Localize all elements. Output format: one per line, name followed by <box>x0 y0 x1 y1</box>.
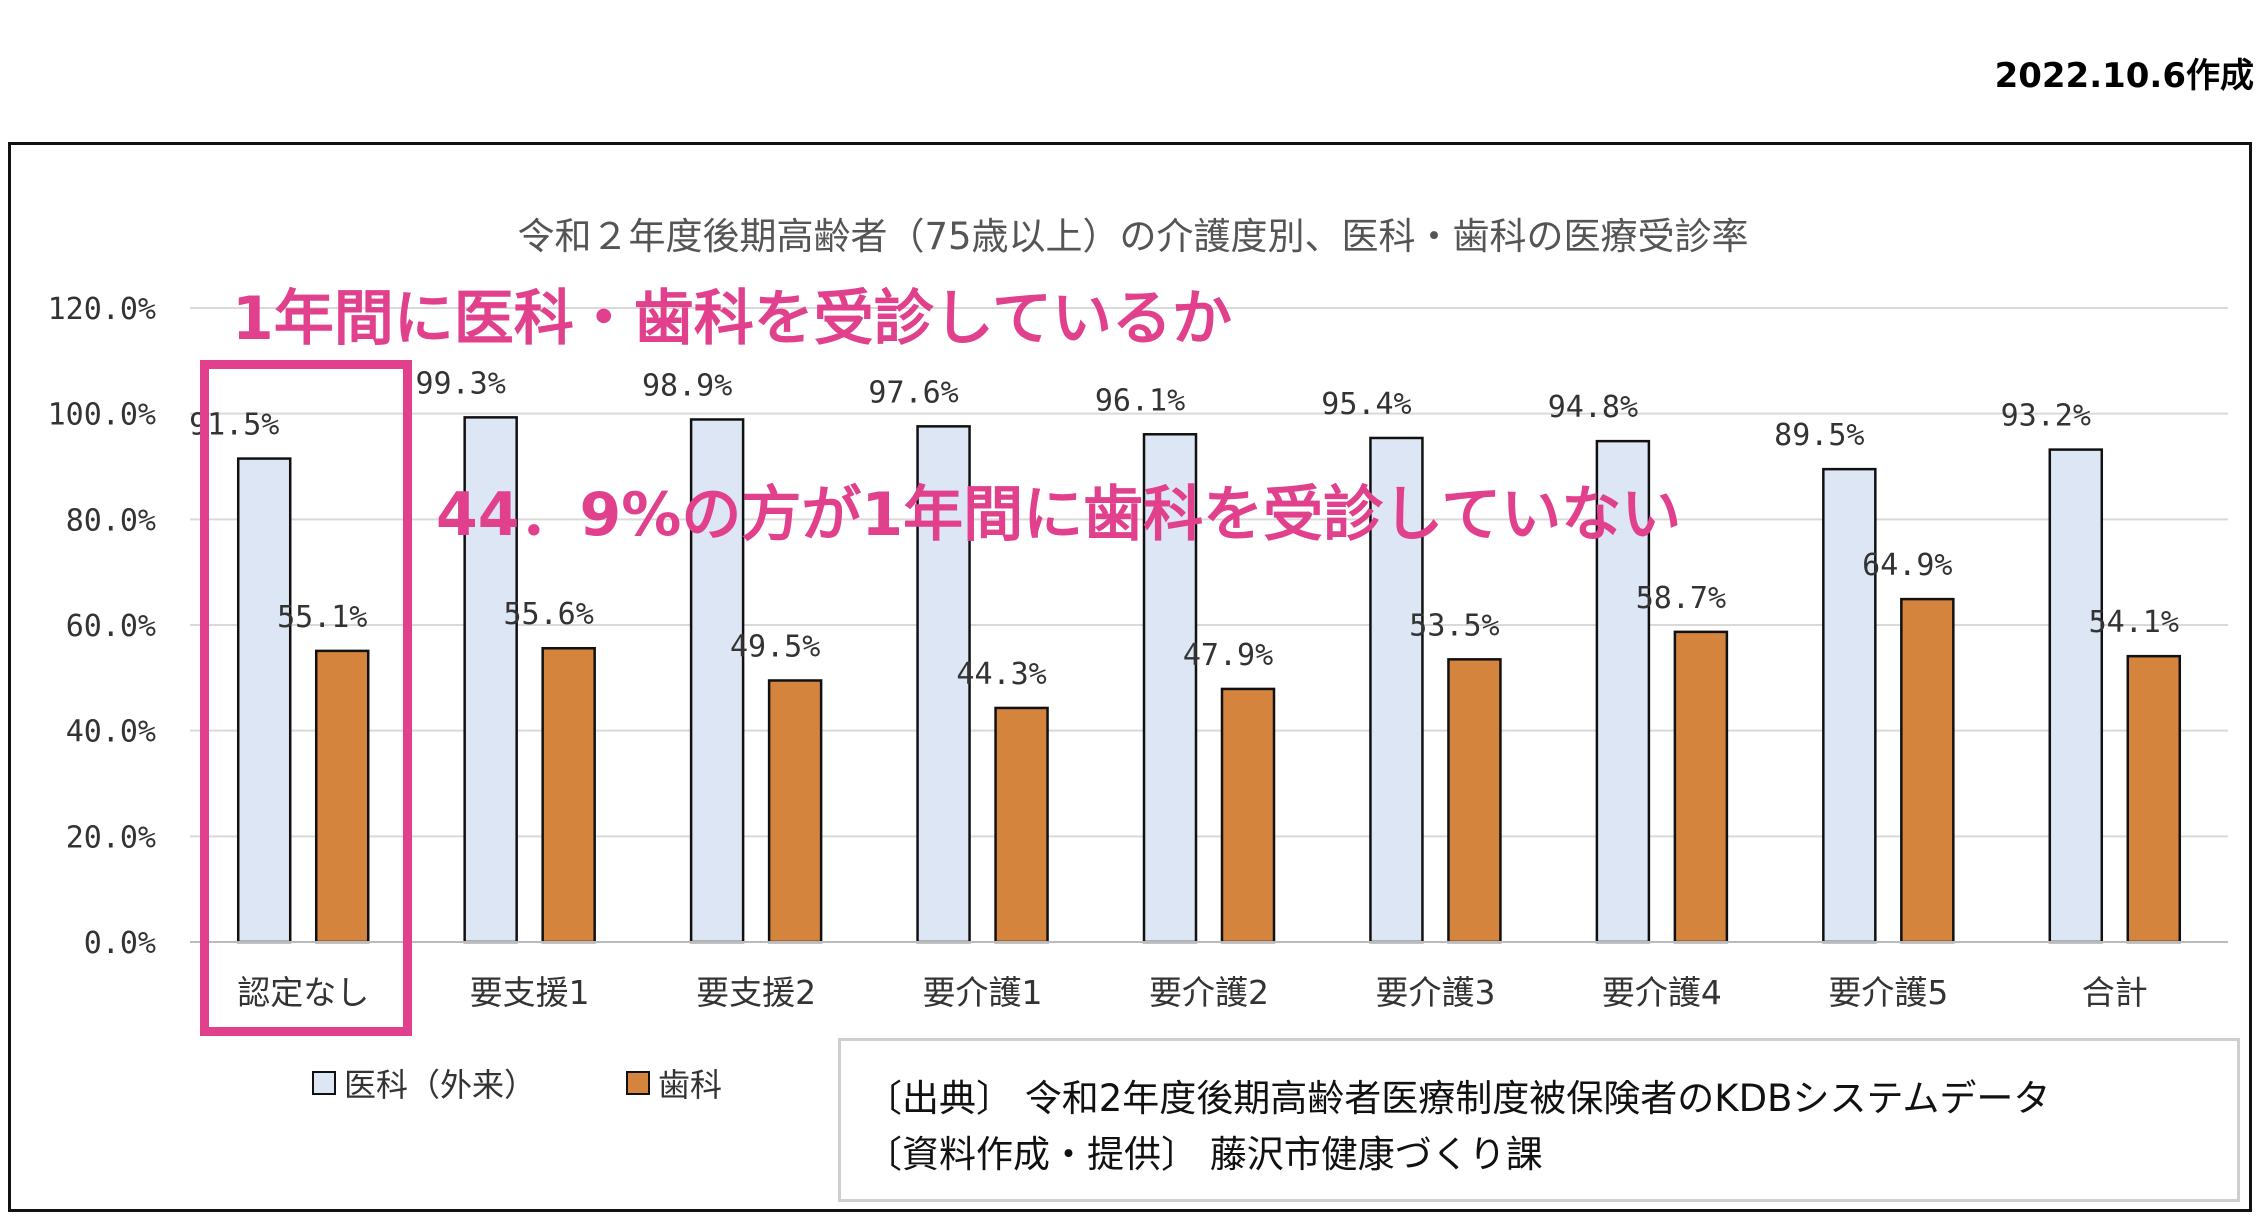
bar-dental <box>541 646 596 944</box>
y-tick-label: 40.0% <box>66 715 156 750</box>
legend-item-medical: 医科（外来） <box>312 1060 536 1106</box>
bar-medical <box>1369 436 1424 944</box>
x-category-label: 要支援1 <box>470 973 590 1012</box>
data-label-dental: 54.1% <box>2089 605 2179 640</box>
data-label-medical: 99.3% <box>416 366 506 401</box>
data-label-dental: 44.3% <box>956 657 1046 692</box>
x-category-label: 要支援2 <box>696 973 816 1012</box>
bar-dental <box>1220 687 1276 944</box>
headline-annotation: 1年間に医科・歯科を受診しているか <box>232 284 1232 354</box>
x-category-label: 要介護4 <box>1602 973 1722 1012</box>
x-category-label: 要介護3 <box>1375 973 1495 1012</box>
data-label-dental: 49.5% <box>730 629 820 664</box>
chart-title: 令和２年度後期高齢者（75歳以上）の介護度別、医科・歯科の医療受診率 <box>517 215 1749 258</box>
bar-dental <box>1900 597 1955 944</box>
data-label-dental: 55.6% <box>504 597 594 632</box>
chart-legend: 医科（外来） 歯科 <box>312 1060 722 1106</box>
bar-medical <box>2048 448 2104 944</box>
bar-medical <box>1142 433 1198 944</box>
y-tick-label: 100.0% <box>48 398 156 433</box>
y-tick-label: 60.0% <box>66 609 156 644</box>
bar-dental <box>994 706 1049 944</box>
legend-label-medical: 医科（外来） <box>344 1066 537 1104</box>
data-label-dental: 58.7% <box>1636 581 1726 616</box>
x-category-label: 認定なし <box>237 973 369 1012</box>
x-category-label: 要介護2 <box>1149 973 1269 1012</box>
legend-label-dental: 歯科 <box>658 1066 723 1104</box>
bar-medical <box>463 416 518 944</box>
data-label-medical: 98.9% <box>642 368 732 403</box>
bar-dental <box>2126 654 2182 944</box>
bar-medical <box>236 457 292 944</box>
source-line-1: 〔出典〕 令和2年度後期高齢者医療制度被保険者のKDBシステムデータ <box>865 1077 2051 1120</box>
data-label-medical: 97.6% <box>868 375 958 410</box>
creation-date: 2022.10.6作成 <box>1994 56 2254 96</box>
bar-medical <box>1822 467 1877 944</box>
bar-medical <box>689 418 745 944</box>
y-tick-label: 120.0% <box>48 292 156 327</box>
bar-dental <box>1673 630 1729 944</box>
y-tick-label: 0.0% <box>84 926 156 961</box>
highlight-box-nintei-nashi <box>200 360 412 1036</box>
x-category-label: 要介護1 <box>923 973 1043 1012</box>
data-label-dental: 53.5% <box>1409 608 1499 643</box>
data-label-dental: 64.9% <box>1862 548 1952 583</box>
legend-swatch-dental <box>626 1071 651 1095</box>
legend-swatch-medical <box>312 1071 336 1095</box>
data-label-medical: 89.5% <box>1774 418 1864 453</box>
legend-item-dental: 歯科 <box>626 1060 722 1106</box>
data-label-medical: 93.2% <box>2001 399 2091 434</box>
data-label-dental: 47.9% <box>1183 638 1273 673</box>
data-label-medical: 96.1% <box>1095 383 1185 418</box>
data-label-medical: 94.8% <box>1548 390 1638 425</box>
chart-frame <box>8 142 2252 1212</box>
source-line-2: 〔資料作成・提供〕 藤沢市健康づくり課 <box>865 1133 1543 1176</box>
callout-annotation: 44．9%の方が1年間に歯科を受診していない <box>436 480 1682 550</box>
data-label-dental: 55.1% <box>277 600 367 635</box>
source-box: 〔出典〕 令和2年度後期高齢者医療制度被保険者のKDBシステムデータ 〔資料作成… <box>838 1038 2240 1202</box>
y-tick-label: 80.0% <box>66 503 156 538</box>
bar-dental <box>1447 658 1502 944</box>
x-category-label: 合計 <box>2082 973 2148 1012</box>
bar-medical <box>916 425 971 944</box>
data-label-medical: 95.4% <box>1321 387 1411 422</box>
bar-dental <box>767 679 823 944</box>
bar-medical <box>1595 439 1651 944</box>
x-category-label: 要介護5 <box>1828 973 1948 1012</box>
y-tick-label: 20.0% <box>66 820 156 855</box>
